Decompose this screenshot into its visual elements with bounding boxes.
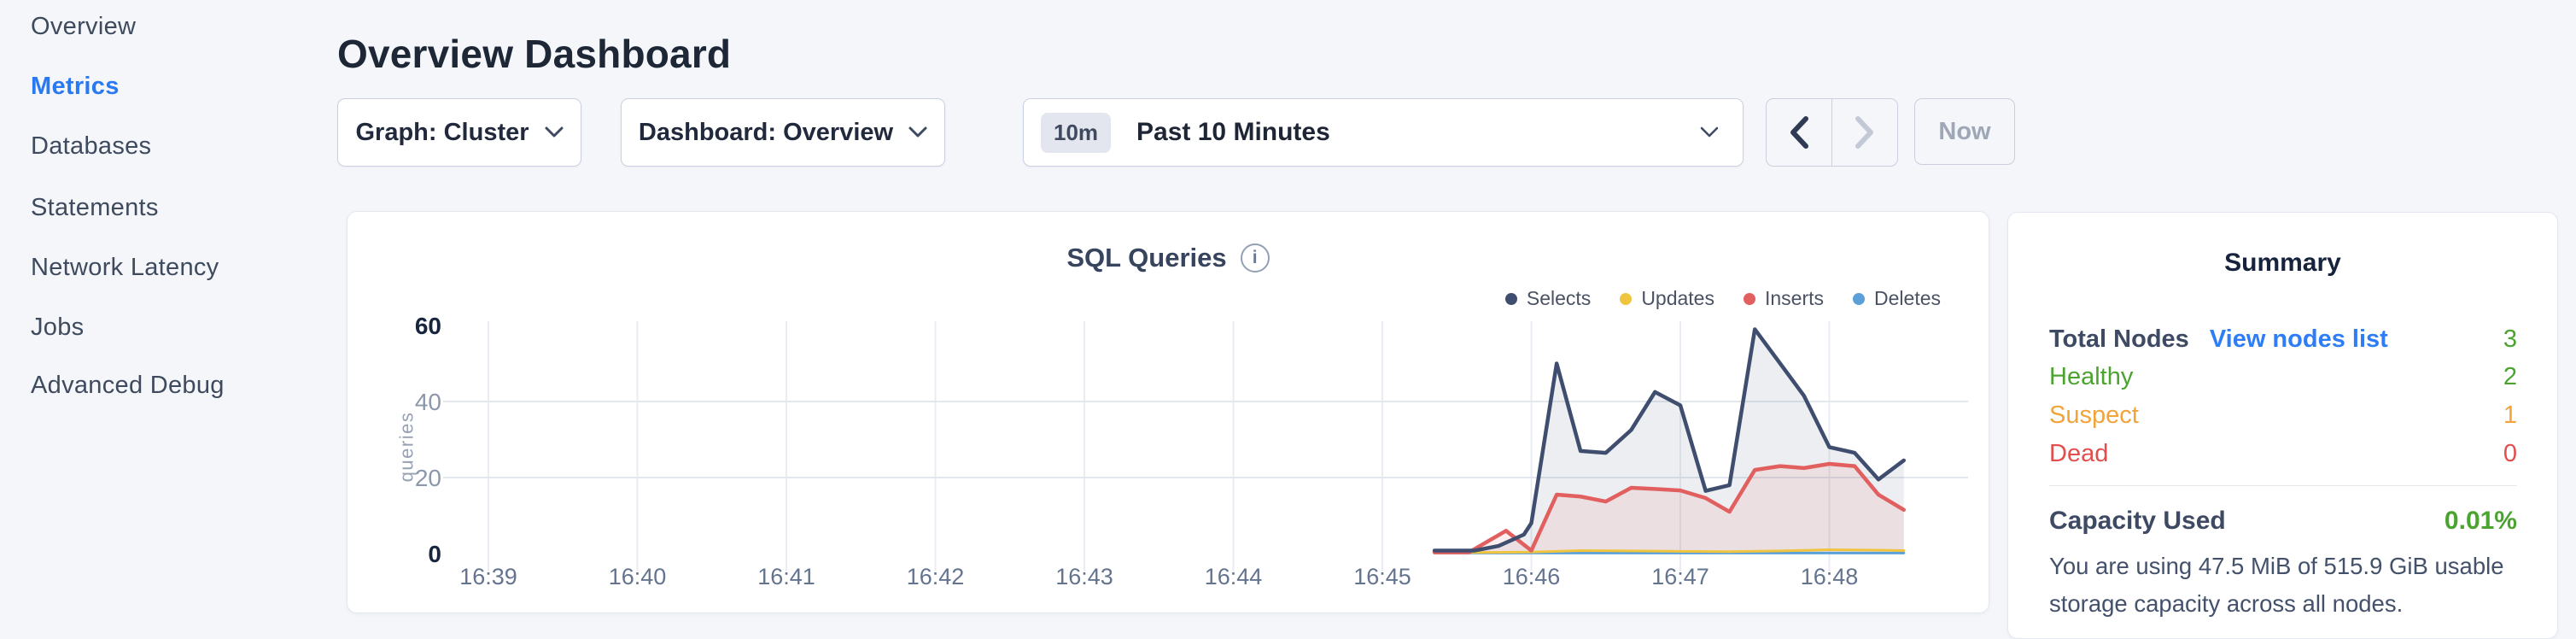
legend-item-inserts[interactable]: Inserts (1743, 287, 1825, 310)
summary-row-dead: Dead 0 (2049, 440, 2517, 471)
suspect-value: 1 (2503, 402, 2517, 429)
svg-text:16:46: 16:46 (1503, 564, 1561, 589)
svg-text:40: 40 (415, 389, 441, 415)
chevron-down-icon (1700, 126, 1719, 138)
summary-row-total-nodes: Total Nodes View nodes list 3 (2049, 325, 2517, 356)
sidebar-item-statements[interactable]: Statements (31, 194, 159, 221)
time-window-badge: 10m (1041, 112, 1112, 153)
sidebar-item-overview[interactable]: Overview (31, 13, 137, 40)
legend-item-updates[interactable]: Updates (1620, 287, 1714, 310)
step-back-button[interactable] (1767, 99, 1831, 166)
sidebar-item-advanced-debug[interactable]: Advanced Debug (31, 372, 225, 399)
legend-item-deletes[interactable]: Deletes (1853, 287, 1941, 310)
sidebar-item-databases[interactable]: Databases (31, 132, 152, 160)
svg-text:60: 60 (415, 313, 441, 339)
chevron-down-icon (545, 126, 564, 138)
sidebar-item-jobs[interactable]: Jobs (31, 314, 85, 341)
svg-text:16:41: 16:41 (757, 564, 815, 589)
time-step-buttons (1766, 98, 1898, 167)
inserts-dot-icon (1743, 292, 1755, 305)
page-title: Overview Dashboard (337, 32, 732, 76)
healthy-value: 2 (2503, 363, 2517, 390)
total-nodes-value: 3 (2503, 325, 2517, 353)
now-button[interactable]: Now (1914, 98, 2015, 165)
legend-label: Inserts (1764, 287, 1825, 309)
svg-text:16:40: 16:40 (609, 564, 667, 589)
svg-text:0: 0 (428, 541, 441, 567)
dead-value: 0 (2503, 440, 2517, 467)
svg-text:16:48: 16:48 (1801, 564, 1859, 589)
healthy-label: Healthy (2049, 363, 2134, 390)
legend-label: Updates (1641, 287, 1714, 309)
sidebar-item-network-latency[interactable]: Network Latency (31, 254, 219, 281)
svg-text:16:43: 16:43 (1055, 564, 1113, 589)
sql-queries-chart-card: SQL Queries i Selects Updates Inserts De… (347, 211, 1989, 613)
legend-label: Deletes (1874, 287, 1941, 309)
chart-title: SQL Queries (1066, 243, 1227, 273)
dead-label: Dead (2049, 440, 2109, 467)
chevron-down-icon (908, 126, 927, 138)
graph-dropdown[interactable]: Graph: Cluster (337, 98, 581, 167)
sql-queries-plot[interactable]: 16:39 16:40 16:41 16:42 16:43 16:44 16:45 16:46… (348, 212, 1990, 614)
sidebar: Overview Metrics Databases Statements Ne… (0, 0, 333, 624)
capacity-used-row: Capacity Used 0.01% (2049, 507, 2517, 536)
chevron-right-icon (1855, 116, 1873, 149)
view-nodes-list-link[interactable]: View nodes list (2209, 325, 2388, 353)
updates-dot-icon (1620, 292, 1633, 305)
total-nodes-label: Total Nodes (2049, 325, 2189, 353)
sidebar-item-metrics[interactable]: Metrics (31, 73, 120, 100)
summary-title: Summary (2224, 249, 2341, 277)
time-window-label: Past 10 Minutes (1136, 118, 1330, 146)
info-icon[interactable]: i (1240, 243, 1270, 273)
selects-dot-icon (1504, 292, 1517, 305)
summary-row-healthy: Healthy 2 (2049, 363, 2517, 394)
chart-legend: Selects Updates Inserts Deletes (1504, 287, 1941, 310)
legend-label: Selects (1526, 287, 1592, 309)
summary-panel: Summary Total Nodes View nodes list 3 Hea… (2007, 212, 2558, 639)
svg-text:16:44: 16:44 (1205, 564, 1263, 589)
svg-text:16:45: 16:45 (1353, 564, 1411, 589)
svg-text:16:42: 16:42 (907, 564, 965, 589)
divider (2049, 485, 2517, 486)
capacity-used-value: 0.01% (2444, 507, 2517, 535)
graph-dropdown-label: Graph: Cluster (355, 118, 529, 146)
chevron-left-icon (1790, 116, 1808, 149)
suspect-label: Suspect (2049, 402, 2139, 429)
legend-item-selects[interactable]: Selects (1504, 287, 1592, 310)
summary-row-suspect: Suspect 1 (2049, 402, 2517, 432)
svg-text:16:47: 16:47 (1651, 564, 1709, 589)
capacity-used-label: Capacity Used (2049, 507, 2226, 535)
dashboard-dropdown-label: Dashboard: Overview (638, 118, 894, 146)
svg-text:16:39: 16:39 (459, 564, 517, 589)
capacity-description: You are using 47.5 MiB of 515.9 GiB usab… (2049, 553, 2504, 617)
deletes-dot-icon (1853, 292, 1866, 305)
step-forward-button[interactable] (1831, 99, 1897, 166)
dashboard-dropdown[interactable]: Dashboard: Overview (621, 98, 945, 167)
time-window-select[interactable]: 10m Past 10 Minutes (1023, 98, 1744, 167)
svg-text:20: 20 (415, 465, 441, 491)
